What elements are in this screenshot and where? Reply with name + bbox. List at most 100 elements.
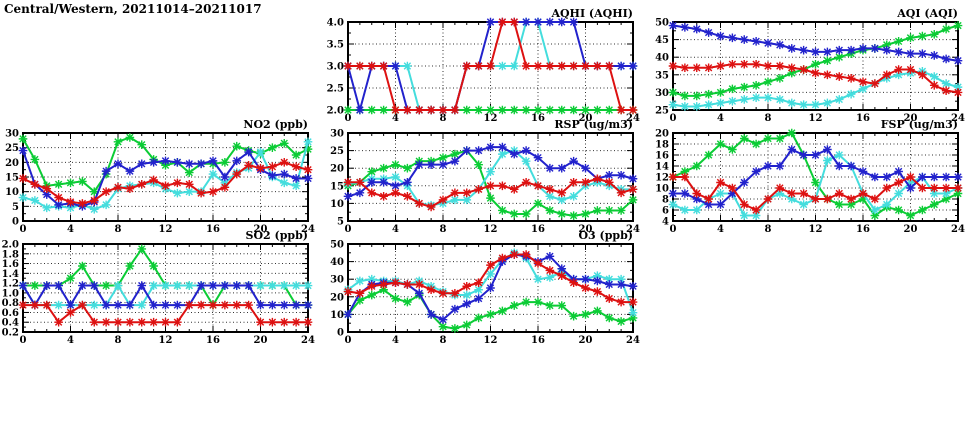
svg-text:20: 20 bbox=[330, 164, 344, 175]
svg-text:30: 30 bbox=[330, 275, 344, 286]
no2-plot: 0 4 8 12 16 20 24 0 5 10 15 20 25 30 bbox=[5, 129, 315, 234]
chart-o3: 0 4 8 12 16 20 24 0 10 20 30 40 50 O3 (ppb) bbox=[325, 222, 650, 344]
svg-text:0.4: 0.4 bbox=[2, 318, 19, 329]
svg-text:8: 8 bbox=[440, 335, 447, 344]
svg-text:16: 16 bbox=[856, 224, 870, 233]
svg-text:3.5: 3.5 bbox=[327, 40, 344, 51]
svg-text:4: 4 bbox=[392, 113, 399, 122]
svg-text:1.8: 1.8 bbox=[2, 249, 19, 260]
svg-text:35: 35 bbox=[655, 70, 669, 81]
svg-text:0: 0 bbox=[670, 113, 677, 122]
chart-aqhi: 0 4 8 12 16 20 24 2.0 2.5 3.0 3.5 4.0 AQHI (AQHI) bbox=[325, 0, 650, 122]
svg-text:16: 16 bbox=[531, 335, 545, 344]
svg-text:0: 0 bbox=[20, 224, 27, 233]
chart-title: AQI (AQI) bbox=[897, 7, 958, 20]
svg-text:4: 4 bbox=[717, 113, 724, 122]
svg-text:16: 16 bbox=[655, 151, 669, 162]
svg-text:24: 24 bbox=[301, 224, 315, 233]
svg-text:25: 25 bbox=[5, 143, 19, 154]
svg-text:0: 0 bbox=[670, 224, 677, 233]
svg-text:12: 12 bbox=[484, 224, 498, 233]
svg-text:25: 25 bbox=[655, 106, 669, 117]
svg-text:10: 10 bbox=[5, 187, 19, 198]
svg-text:2.5: 2.5 bbox=[327, 84, 344, 95]
svg-text:20: 20 bbox=[904, 224, 918, 233]
chart-so2: 0 4 8 12 16 20 24 0.2 0.4 0.6 0.8 1.0 1.2 1.4 1.6 1.8 2.… bbox=[0, 222, 325, 344]
svg-text:30: 30 bbox=[5, 129, 19, 140]
svg-text:1.0: 1.0 bbox=[2, 288, 19, 299]
svg-text:0.2: 0.2 bbox=[2, 328, 19, 339]
svg-text:8: 8 bbox=[440, 113, 447, 122]
svg-text:0: 0 bbox=[337, 328, 344, 339]
svg-text:4: 4 bbox=[392, 224, 399, 233]
svg-text:50: 50 bbox=[655, 18, 669, 29]
svg-text:8: 8 bbox=[765, 113, 772, 122]
svg-text:1.6: 1.6 bbox=[2, 259, 19, 270]
svg-text:24: 24 bbox=[951, 113, 965, 122]
svg-text:1.4: 1.4 bbox=[2, 269, 19, 280]
svg-text:25: 25 bbox=[330, 146, 344, 157]
svg-text:8: 8 bbox=[662, 195, 669, 206]
svg-text:12: 12 bbox=[159, 335, 173, 344]
svg-text:0: 0 bbox=[20, 335, 27, 344]
svg-text:16: 16 bbox=[531, 113, 545, 122]
chart-title: SO2 (ppb) bbox=[245, 229, 309, 242]
svg-text:4: 4 bbox=[662, 217, 669, 228]
svg-text:15: 15 bbox=[330, 181, 344, 192]
svg-text:20: 20 bbox=[904, 113, 918, 122]
svg-text:24: 24 bbox=[626, 335, 640, 344]
svg-text:20: 20 bbox=[579, 224, 593, 233]
chart-title: RSP (ug/m3) bbox=[554, 118, 633, 131]
svg-text:20: 20 bbox=[655, 129, 669, 140]
svg-text:12: 12 bbox=[809, 224, 823, 233]
svg-text:10: 10 bbox=[655, 184, 669, 195]
svg-text:24: 24 bbox=[301, 335, 315, 344]
page-title: Central/Western, 20211014–20211017 bbox=[4, 2, 262, 16]
svg-text:0: 0 bbox=[12, 217, 19, 228]
svg-text:0.6: 0.6 bbox=[2, 308, 19, 319]
svg-text:12: 12 bbox=[484, 335, 498, 344]
chart-rsp: 0 4 8 12 16 20 24 5 10 15 20 25 30 RSP (ug/m3) bbox=[325, 111, 650, 233]
svg-text:12: 12 bbox=[484, 113, 498, 122]
svg-text:16: 16 bbox=[531, 224, 545, 233]
svg-text:12: 12 bbox=[159, 224, 173, 233]
svg-text:30: 30 bbox=[655, 88, 669, 99]
svg-text:4: 4 bbox=[392, 335, 399, 344]
svg-text:4.0: 4.0 bbox=[327, 18, 344, 29]
svg-text:2.0: 2.0 bbox=[2, 240, 19, 251]
svg-text:3.0: 3.0 bbox=[327, 62, 344, 73]
svg-text:4: 4 bbox=[717, 224, 724, 233]
rsp-plot: 0 4 8 12 16 20 24 5 10 15 20 25 30 bbox=[330, 129, 640, 234]
svg-text:20: 20 bbox=[579, 335, 593, 344]
so2-plot: 0 4 8 12 16 20 24 0.20.40.60.81.01.21.41.61.82.… bbox=[2, 240, 315, 345]
svg-text:8: 8 bbox=[115, 224, 122, 233]
svg-text:10: 10 bbox=[330, 199, 344, 210]
chart-title: NO2 (ppb) bbox=[243, 118, 308, 131]
svg-text:2.0: 2.0 bbox=[327, 106, 344, 117]
svg-text:0: 0 bbox=[345, 335, 352, 344]
svg-text:12: 12 bbox=[655, 173, 669, 184]
svg-text:8: 8 bbox=[765, 224, 772, 233]
svg-text:16: 16 bbox=[206, 335, 220, 344]
chart-aqi: 0 4 8 12 16 20 24 25 30 35 40 45 50 AQI (AQI) bbox=[650, 0, 975, 122]
svg-text:30: 30 bbox=[330, 129, 344, 140]
svg-text:16: 16 bbox=[856, 113, 870, 122]
svg-text:8: 8 bbox=[440, 224, 447, 233]
svg-text:45: 45 bbox=[655, 35, 669, 46]
svg-text:4: 4 bbox=[67, 335, 74, 344]
svg-text:8: 8 bbox=[115, 335, 122, 344]
svg-text:1.2: 1.2 bbox=[2, 279, 19, 290]
svg-text:5: 5 bbox=[337, 217, 344, 228]
svg-text:40: 40 bbox=[655, 53, 669, 64]
aqhi-plot: 0 4 8 12 16 20 24 2.0 2.5 3.0 3.5 4.0 bbox=[327, 18, 640, 123]
svg-text:0: 0 bbox=[345, 113, 352, 122]
svg-text:16: 16 bbox=[206, 224, 220, 233]
svg-text:20: 20 bbox=[254, 335, 268, 344]
chart-title: AQHI (AQHI) bbox=[551, 7, 633, 20]
svg-text:5: 5 bbox=[12, 202, 19, 213]
svg-text:14: 14 bbox=[655, 162, 669, 173]
svg-text:20: 20 bbox=[5, 158, 19, 169]
aqi-plot: 0 4 8 12 16 20 24 25 30 35 40 45 50 bbox=[655, 18, 965, 123]
